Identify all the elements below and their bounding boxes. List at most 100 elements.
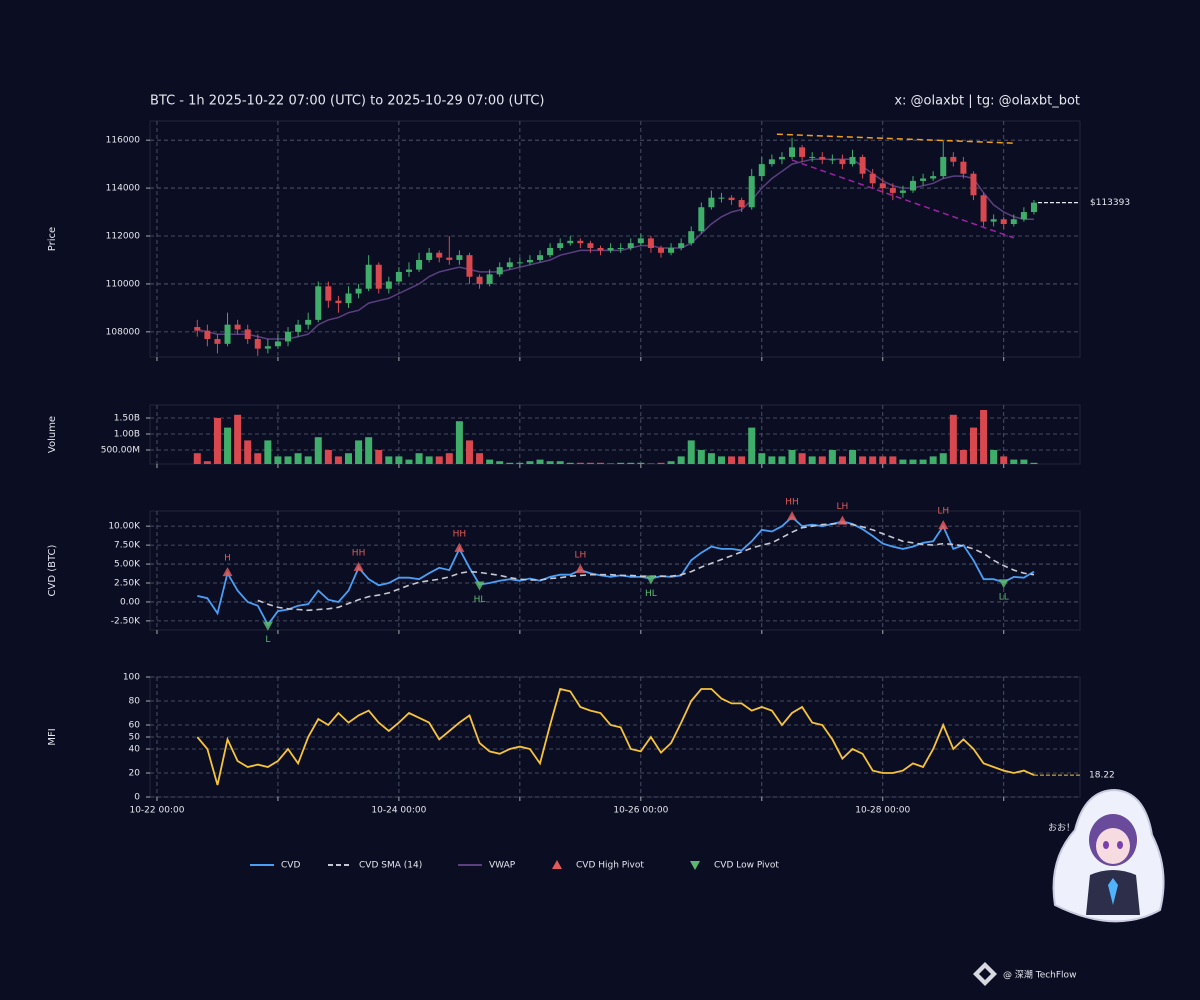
candle-body [698, 207, 705, 232]
y-tick-label: 20 [129, 769, 141, 779]
volume-bar [677, 456, 685, 464]
y-tick-label: 7.50K [114, 541, 141, 551]
volume-bar [869, 456, 877, 464]
candle-body [355, 288, 362, 294]
volume-bar [274, 456, 282, 464]
volume-bar [526, 461, 534, 464]
pivot-label: HH [453, 529, 467, 539]
y-tick-label: 2.50K [114, 579, 141, 589]
candle-body [335, 300, 342, 304]
volume-bar [455, 421, 463, 464]
volume-bar [969, 427, 977, 464]
y-tick-label: 108000 [106, 327, 141, 337]
volume-bar [324, 449, 332, 464]
volume-bar [334, 456, 342, 464]
volume-bar [768, 456, 776, 464]
x-tick-label: 10-26 00:00 [613, 806, 668, 816]
legend-swatch [690, 861, 700, 870]
candle-body [587, 243, 594, 248]
volume-bar [1030, 462, 1038, 464]
volume-bar [728, 456, 736, 464]
sticker-face [1096, 828, 1130, 864]
volume-bar [929, 456, 937, 464]
candle-body [899, 190, 906, 193]
pivot-label: HL [645, 589, 657, 599]
candle-body [194, 327, 201, 331]
candle-body [879, 183, 886, 189]
volume-bar [607, 463, 615, 464]
candle-body [1000, 219, 1007, 225]
volume-bar [344, 453, 352, 464]
legend-swatch [552, 860, 562, 869]
panel-frame [149, 404, 1081, 465]
volume-bar [617, 462, 625, 464]
candle-body [829, 159, 836, 161]
credit: x: @olaxbt | tg: @olaxbt_bot [894, 94, 1080, 109]
volume-bar [415, 453, 423, 464]
volume-bar [798, 453, 806, 464]
volume-bar [556, 461, 564, 464]
volume-bar [838, 456, 846, 464]
candle-body [385, 281, 392, 289]
volume-bar [919, 459, 927, 464]
y-tick-label: 1.00B [114, 429, 140, 439]
candle-body [305, 319, 312, 325]
pivot-marker [353, 561, 364, 571]
y-tick-label: -2.50K [111, 616, 141, 626]
candle-body [557, 243, 564, 248]
candle-body [1020, 212, 1027, 220]
candle-body [940, 156, 947, 177]
candle-body [889, 188, 896, 193]
y-tick-label: 40 [129, 745, 141, 755]
pivot-marker [837, 515, 848, 525]
x-tick-label: 10-28 00:00 [855, 806, 910, 816]
volume-bar [939, 453, 947, 464]
legend-label: CVD SMA (14) [359, 861, 422, 871]
candle-body [526, 259, 533, 263]
volume-bar [990, 449, 998, 464]
candle-body [859, 156, 866, 174]
volume-bar [949, 414, 957, 464]
candle-body [758, 164, 765, 177]
candle-body [466, 255, 473, 277]
candle-body [547, 247, 554, 256]
pivot-marker [262, 621, 273, 631]
volume-bar [294, 453, 302, 464]
candle-body [637, 238, 644, 244]
volume-bar [597, 462, 605, 464]
volume-bar [203, 461, 211, 464]
candle-body [748, 176, 755, 208]
pivot-marker [645, 575, 656, 585]
y-axis-label: Volume [47, 416, 58, 453]
pivot-marker [575, 564, 586, 574]
candle-body [446, 257, 453, 260]
pivot-marker [787, 511, 798, 521]
volume-bar [738, 456, 746, 464]
panel-frame [149, 510, 1081, 631]
volume-bar [496, 461, 504, 464]
volume-bar [788, 449, 796, 464]
y-tick-label: 116000 [106, 136, 141, 146]
candle-body [416, 259, 423, 270]
volume-bar [778, 456, 786, 464]
candle-body [617, 247, 624, 249]
volume-bar [355, 440, 363, 464]
candle-body [224, 324, 231, 344]
volume-bar [899, 459, 907, 464]
volume-bar [748, 427, 756, 464]
candle-body [567, 240, 574, 244]
candle-body [486, 274, 493, 284]
volume-bar [879, 456, 887, 464]
volume-bar [506, 462, 514, 464]
candle-body [768, 159, 775, 165]
volume-bar [687, 440, 695, 464]
x-tick-label: 10-24 00:00 [371, 806, 426, 816]
volume-bar [667, 461, 675, 464]
volume-bar [959, 449, 967, 464]
candle-body [264, 346, 271, 349]
y-tick-label: 50 [129, 733, 141, 743]
candle-body [950, 156, 957, 162]
y-tick-label: 0 [134, 793, 140, 803]
pivot-label: L [265, 635, 270, 645]
pivot-label: LH [837, 502, 849, 512]
